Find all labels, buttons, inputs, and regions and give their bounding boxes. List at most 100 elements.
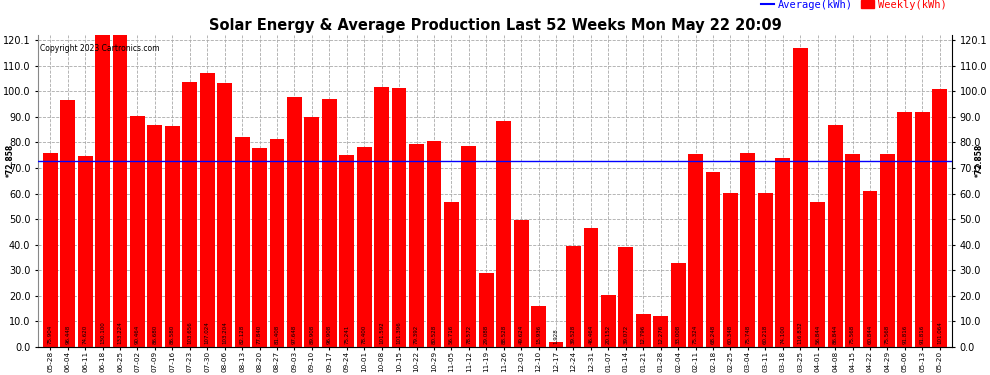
Text: 78.572: 78.572 xyxy=(466,325,471,344)
Text: 46.464: 46.464 xyxy=(588,325,593,344)
Text: 86.580: 86.580 xyxy=(170,325,175,344)
Text: *72.858: *72.858 xyxy=(975,144,984,177)
Text: 39.528: 39.528 xyxy=(571,325,576,344)
Bar xyxy=(340,154,354,347)
Text: 101.592: 101.592 xyxy=(379,322,384,344)
Text: 20.152: 20.152 xyxy=(606,325,611,344)
Text: 60.844: 60.844 xyxy=(867,325,872,344)
Text: *72.858: *72.858 xyxy=(6,144,15,177)
Text: 91.816: 91.816 xyxy=(902,325,908,344)
Bar xyxy=(43,153,57,347)
Bar xyxy=(775,158,790,347)
Text: 116.832: 116.832 xyxy=(798,322,803,344)
Bar xyxy=(741,153,755,347)
Text: 130.100: 130.100 xyxy=(100,322,105,344)
Bar xyxy=(793,48,808,347)
Bar xyxy=(113,35,128,347)
Bar xyxy=(862,191,877,347)
Text: 60.218: 60.218 xyxy=(763,325,768,344)
Bar xyxy=(444,202,458,347)
Bar xyxy=(583,228,598,347)
Text: 91.816: 91.816 xyxy=(920,325,925,344)
Bar xyxy=(78,156,92,347)
Text: 75.904: 75.904 xyxy=(48,325,52,344)
Bar xyxy=(532,306,546,347)
Bar xyxy=(427,141,442,347)
Text: 33.008: 33.008 xyxy=(675,325,681,344)
Bar xyxy=(723,193,738,347)
Bar xyxy=(356,147,371,347)
Bar xyxy=(95,35,110,347)
Text: 89.908: 89.908 xyxy=(309,325,315,344)
Text: 133.224: 133.224 xyxy=(118,322,123,344)
Text: 90.464: 90.464 xyxy=(135,325,140,344)
Text: 75.241: 75.241 xyxy=(345,325,349,344)
Bar xyxy=(392,88,407,347)
Text: 80.528: 80.528 xyxy=(432,325,437,344)
Bar xyxy=(409,144,424,347)
Text: 29.088: 29.088 xyxy=(484,325,489,344)
Text: 12.796: 12.796 xyxy=(641,325,645,344)
Text: 1.928: 1.928 xyxy=(553,328,558,344)
Text: 97.648: 97.648 xyxy=(292,325,297,344)
Title: Solar Energy & Average Production Last 52 Weeks Mon May 22 20:09: Solar Energy & Average Production Last 5… xyxy=(209,18,781,33)
Text: 56.716: 56.716 xyxy=(448,325,453,344)
Text: 77.840: 77.840 xyxy=(257,325,262,344)
Bar xyxy=(845,154,860,347)
Bar xyxy=(269,139,284,347)
Text: 68.248: 68.248 xyxy=(711,325,716,344)
Text: 15.936: 15.936 xyxy=(537,325,542,344)
Bar xyxy=(670,262,685,347)
Bar xyxy=(619,247,634,347)
Text: 82.128: 82.128 xyxy=(240,325,245,344)
Bar xyxy=(130,116,145,347)
Text: 101.064: 101.064 xyxy=(938,322,942,344)
Text: 74.620: 74.620 xyxy=(82,325,88,344)
Bar xyxy=(479,273,494,347)
Text: 103.656: 103.656 xyxy=(187,322,192,344)
Bar xyxy=(636,314,650,347)
Text: 39.072: 39.072 xyxy=(624,325,629,344)
Bar xyxy=(898,112,912,347)
Bar xyxy=(688,154,703,347)
Bar xyxy=(915,112,930,347)
Bar xyxy=(933,88,947,347)
Bar xyxy=(148,125,162,347)
Text: 79.392: 79.392 xyxy=(414,325,419,344)
Text: 101.396: 101.396 xyxy=(397,322,402,344)
Text: 75.324: 75.324 xyxy=(693,325,698,344)
Bar xyxy=(60,100,75,347)
Text: 74.100: 74.100 xyxy=(780,325,785,344)
Bar xyxy=(653,315,668,347)
Bar xyxy=(601,296,616,347)
Bar xyxy=(217,83,232,347)
Bar xyxy=(182,82,197,347)
Bar xyxy=(305,117,320,347)
Text: 60.348: 60.348 xyxy=(728,325,733,344)
Text: 86.680: 86.680 xyxy=(152,325,157,344)
Text: Copyright 2023 Cartronics.com: Copyright 2023 Cartronics.com xyxy=(40,45,159,54)
Bar xyxy=(880,154,895,347)
Bar xyxy=(322,99,337,347)
Text: 103.204: 103.204 xyxy=(222,322,227,344)
Bar xyxy=(758,193,773,347)
Bar xyxy=(566,246,581,347)
Text: 88.528: 88.528 xyxy=(501,325,506,344)
Bar xyxy=(200,74,215,347)
Text: 78.400: 78.400 xyxy=(361,325,366,344)
Text: 75.568: 75.568 xyxy=(885,325,890,344)
Bar xyxy=(165,126,180,347)
Text: 56.844: 56.844 xyxy=(815,325,820,344)
Text: 86.844: 86.844 xyxy=(833,325,838,344)
Bar xyxy=(252,148,267,347)
Bar xyxy=(810,202,825,347)
Legend: Average(kWh), Weekly(kWh): Average(kWh), Weekly(kWh) xyxy=(761,0,946,10)
Text: 96.448: 96.448 xyxy=(65,325,70,344)
Bar xyxy=(287,98,302,347)
Text: 75.748: 75.748 xyxy=(745,325,750,344)
Bar xyxy=(496,121,511,347)
Bar xyxy=(828,125,842,347)
Bar xyxy=(461,146,476,347)
Bar xyxy=(706,172,721,347)
Text: 12.276: 12.276 xyxy=(658,325,663,344)
